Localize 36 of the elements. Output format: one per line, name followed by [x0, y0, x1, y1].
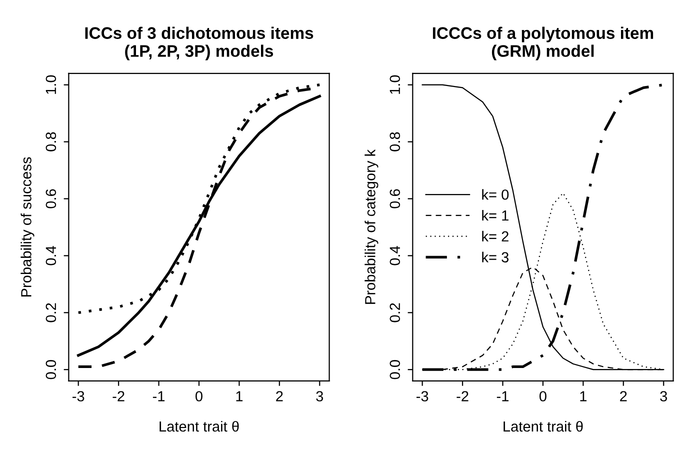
y-tick-label: 0.4	[390, 246, 400, 266]
x-tick-label: 2	[620, 391, 627, 402]
legend-label: k= 1	[482, 210, 508, 221]
x-tick-label: -3	[72, 391, 84, 402]
chart-title: ICCCs of a polytomous item (GRM) model	[432, 26, 654, 60]
legend-label: k= 2	[482, 230, 508, 242]
x-tick-label: -2	[112, 391, 124, 402]
x-axis-title: Latent trait θ	[504, 420, 583, 432]
x-tick-label: 2	[276, 391, 283, 402]
x-tick-label: 1	[236, 391, 243, 402]
y-tick-label: 0.6	[390, 189, 400, 208]
chart-title: ICCs of 3 dichotomous items (1P, 2P, 3P) models	[85, 26, 314, 60]
y-tick-label: 0.6	[46, 189, 56, 208]
y-tick-label: 0.2	[390, 303, 400, 322]
y-tick-label: 0.8	[46, 132, 56, 152]
x-tick-label: 0	[539, 391, 546, 402]
x-tick-label: 3	[660, 391, 668, 402]
x-tick-label: -1	[152, 391, 165, 402]
y-tick-label: 1.0	[390, 75, 400, 94]
y-tick-label: 0.2	[46, 303, 56, 322]
legend-label: k= 0	[482, 189, 509, 200]
y-axis-title: Probability of success	[20, 157, 34, 297]
x-tick-label: -1	[496, 391, 509, 402]
x-tick-label: 1	[580, 391, 587, 402]
y-tick-label: 1.0	[46, 75, 56, 94]
x-tick-label: 3	[316, 391, 324, 402]
y-tick-label: 0.4	[46, 246, 56, 266]
y-tick-label: 0.0	[390, 360, 400, 380]
x-tick-label: -2	[456, 391, 468, 402]
x-axis-title: Latent trait θ	[160, 420, 239, 432]
y-tick-label: 0.8	[390, 132, 400, 152]
y-tick-label: 0.0	[46, 360, 56, 380]
legend-label: k= 3	[482, 252, 509, 262]
y-axis-title: Probability of category k	[364, 149, 378, 304]
x-tick-label: -3	[416, 391, 428, 402]
x-tick-label: 0	[196, 391, 202, 402]
